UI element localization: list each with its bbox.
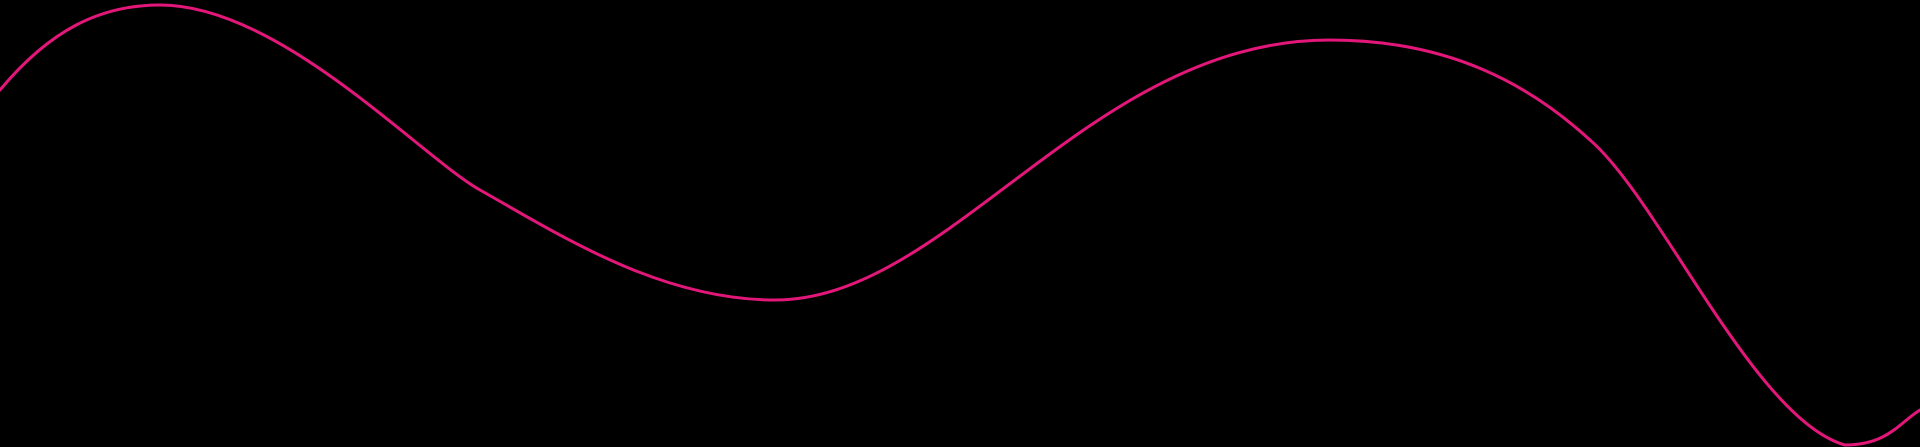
- wave-curve-line: [0, 3, 1920, 447]
